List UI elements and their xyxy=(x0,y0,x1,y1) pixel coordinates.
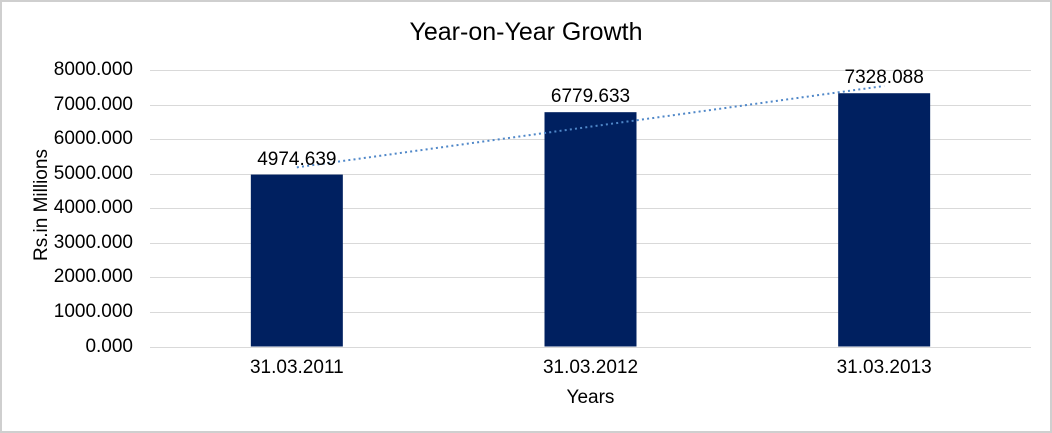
x-axis-title: Years xyxy=(566,387,615,408)
y-tick-label: 1000.000 xyxy=(53,300,133,322)
y-tick-label: 4000.000 xyxy=(53,197,133,219)
y-tick-label: 8000.000 xyxy=(53,59,133,80)
y-tick-label: 5000.000 xyxy=(53,162,133,184)
y-tick-label: 7000.000 xyxy=(53,93,133,115)
bar xyxy=(544,112,637,347)
x-category-label: 31.03.2011 xyxy=(249,357,344,378)
chart-title: Year-on-Year Growth xyxy=(409,18,643,46)
x-category-label: 31.03.2012 xyxy=(542,357,639,378)
data-label: 4974.639 xyxy=(257,148,337,170)
data-label: 6779.633 xyxy=(550,86,631,108)
y-tick-label: 3000.000 xyxy=(53,231,133,253)
bar xyxy=(838,93,931,347)
trendline xyxy=(296,84,885,169)
y-tick-label: 2000.000 xyxy=(53,266,133,288)
y-tick-label: 6000.000 xyxy=(53,128,133,150)
y-tick-label: 0.000 xyxy=(85,335,133,357)
data-label: 7328.088 xyxy=(844,67,924,89)
x-category-label: 31.03.2013 xyxy=(836,357,932,378)
bar xyxy=(250,174,343,347)
